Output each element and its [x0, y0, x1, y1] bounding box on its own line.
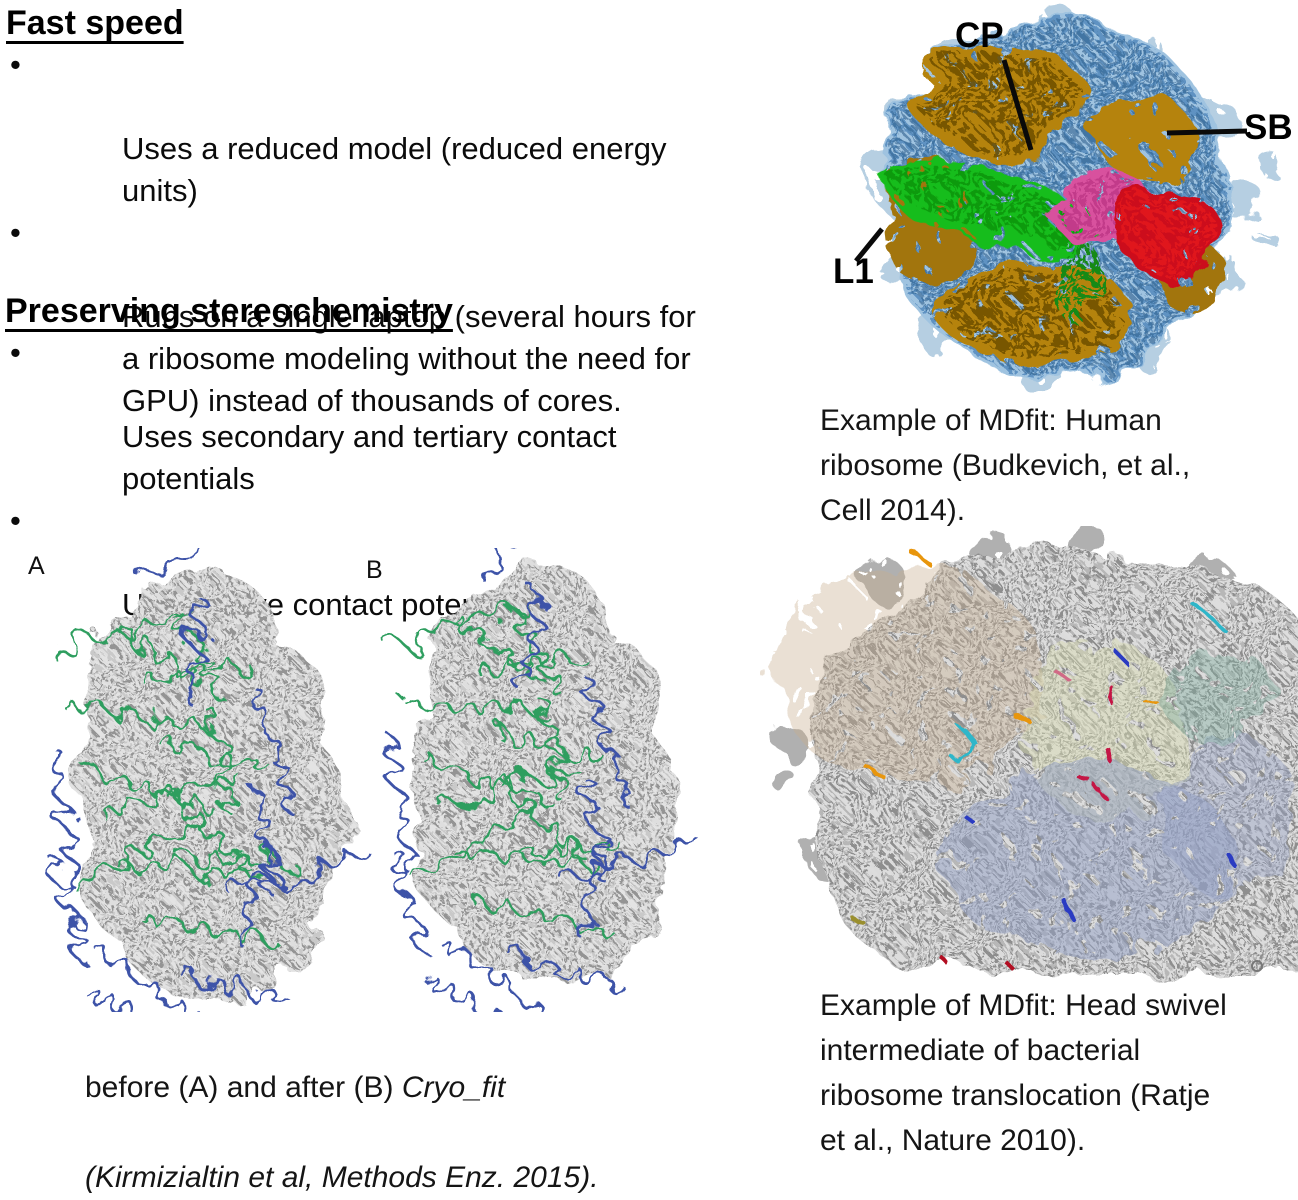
label-l1: L1: [833, 252, 874, 291]
cp-leader-line: [1001, 59, 1034, 151]
caption-cryofit-method: Cryo_fit: [401, 1071, 506, 1104]
fast-speed-bullet-list: • Uses a reduced model (reduced energy u…: [0, 44, 800, 422]
bullet-item: • Uses a reduced model (reduced energy u…: [0, 44, 800, 212]
figure-head-swivel: [760, 526, 1298, 984]
fast-speed-heading: Fast speed: [6, 4, 184, 42]
human-ribosome-image: [854, 4, 1277, 400]
bullet-icon: •: [10, 215, 21, 250]
label-cp: CP: [955, 16, 1004, 55]
stray-dot: [1251, 960, 1263, 972]
bullet-item: • Uses secondary and tertiary contact po…: [0, 332, 800, 500]
l1-leader-line: [854, 227, 884, 263]
bullet-item: • Runs on a single laptop (several hours…: [0, 212, 800, 422]
bullet-text: Uses secondary and tertiary contact pote…: [122, 419, 617, 496]
caption-cryofit-reference: (Kirmizialtin et al, Methods Enz. 2015).: [85, 1161, 599, 1194]
figure-cryofit-before-after: A B: [15, 548, 715, 1012]
bullet-icon: •: [10, 47, 21, 82]
bullet-icon: •: [10, 503, 21, 538]
head-swivel-image: [762, 526, 1298, 978]
stereochemistry-heading: Preserving stereochemistry: [5, 292, 453, 330]
sb-leader-line: [1166, 128, 1248, 136]
caption-human-ribosome: Example of MDfit: Human ribosome (Budkev…: [820, 404, 1191, 527]
caption-head-swivel: Example of MDfit: Head swivel intermedia…: [820, 989, 1227, 1157]
bullet-text: Uses a reduced model (reduced energy uni…: [122, 131, 667, 208]
bullet-icon: •: [10, 335, 21, 370]
label-sb: SB: [1244, 108, 1293, 147]
caption-cryofit-prefix: before (A) and after (B): [85, 1071, 402, 1104]
label-panel-a: A: [28, 552, 45, 580]
label-panel-b: B: [366, 556, 383, 584]
bullet-text: Runs on a single laptop (several hours f…: [122, 299, 696, 418]
cryofit-image: [15, 548, 715, 1012]
figure-human-ribosome: CP SB L1: [795, 0, 1298, 400]
caption-cryofit: before (A) and after (B) Cryo_fit (Kirmi…: [85, 1020, 599, 1200]
